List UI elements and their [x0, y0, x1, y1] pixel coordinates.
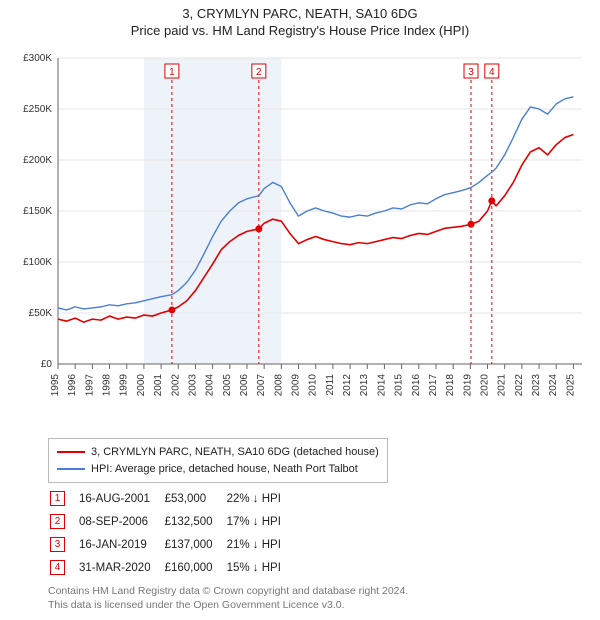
sale-date: 16-AUG-2001: [79, 488, 163, 509]
svg-text:3: 3: [468, 67, 474, 78]
svg-text:1999: 1999: [119, 374, 130, 397]
svg-text:2020: 2020: [480, 374, 491, 397]
sale-marker-box: 3: [50, 537, 65, 552]
svg-text:2025: 2025: [565, 374, 576, 397]
legend-row: 3, CRYMLYN PARC, NEATH, SA10 6DG (detach…: [57, 444, 379, 461]
sale-delta: 17% ↓ HPI: [227, 511, 293, 532]
title-line-2: Price paid vs. HM Land Registry's House …: [0, 23, 600, 38]
legend: 3, CRYMLYN PARC, NEATH, SA10 6DG (detach…: [48, 438, 388, 483]
sale-delta: 22% ↓ HPI: [227, 488, 293, 509]
svg-text:£100K: £100K: [23, 257, 52, 268]
svg-text:2003: 2003: [187, 374, 198, 397]
sale-price: £160,000: [165, 557, 225, 578]
svg-text:£250K: £250K: [23, 104, 52, 115]
sale-delta: 15% ↓ HPI: [227, 557, 293, 578]
svg-text:2: 2: [256, 67, 262, 78]
sale-marker-box: 2: [50, 514, 65, 529]
legend-swatch: [57, 468, 85, 470]
title-block: 3, CRYMLYN PARC, NEATH, SA10 6DG Price p…: [0, 0, 600, 38]
legend-row: HPI: Average price, detached house, Neat…: [57, 461, 379, 478]
sale-date: 08-SEP-2006: [79, 511, 163, 532]
svg-text:1997: 1997: [84, 374, 95, 397]
table-row: 4 31-MAR-2020£160,00015% ↓ HPI: [50, 557, 293, 578]
svg-text:2011: 2011: [325, 374, 336, 396]
chart: £0 £50K £100K £150K £200K £250K £300K 1995 1996 1…: [10, 50, 590, 430]
title-line-1: 3, CRYMLYN PARC, NEATH, SA10 6DG: [0, 6, 600, 21]
svg-text:2015: 2015: [394, 374, 405, 397]
svg-text:2019: 2019: [462, 374, 473, 397]
svg-text:2009: 2009: [291, 374, 302, 397]
legend-swatch: [57, 451, 85, 453]
sale-date: 31-MAR-2020: [79, 557, 163, 578]
svg-text:2013: 2013: [359, 374, 370, 397]
svg-text:2006: 2006: [239, 374, 250, 397]
svg-text:2014: 2014: [376, 374, 387, 397]
svg-text:2016: 2016: [411, 374, 422, 397]
svg-text:1996: 1996: [67, 374, 78, 397]
svg-text:2004: 2004: [205, 374, 216, 397]
svg-text:4: 4: [489, 67, 495, 78]
footer-line-2: This data is licensed under the Open Gov…: [48, 598, 408, 612]
svg-text:2021: 2021: [497, 374, 508, 397]
svg-text:£300K: £300K: [23, 53, 52, 64]
table-row: 2 08-SEP-2006£132,50017% ↓ HPI: [50, 511, 293, 532]
sale-price: £132,500: [165, 511, 225, 532]
sale-marker-box: 4: [50, 560, 65, 575]
svg-text:2000: 2000: [136, 374, 147, 397]
sale-price: £53,000: [165, 488, 225, 509]
svg-text:2001: 2001: [153, 374, 164, 397]
svg-text:2005: 2005: [222, 374, 233, 397]
sale-price: £137,000: [165, 534, 225, 555]
svg-text:1998: 1998: [102, 374, 113, 397]
legend-label: HPI: Average price, detached house, Neat…: [91, 461, 358, 478]
svg-text:£200K: £200K: [23, 155, 52, 166]
sale-marker-box: 1: [50, 491, 65, 506]
legend-label: 3, CRYMLYN PARC, NEATH, SA10 6DG (detach…: [91, 444, 379, 461]
svg-text:2024: 2024: [548, 374, 559, 397]
table-row: 1 16-AUG-2001£53,00022% ↓ HPI: [50, 488, 293, 509]
svg-text:£0: £0: [41, 359, 53, 370]
root: 3, CRYMLYN PARC, NEATH, SA10 6DG Price p…: [0, 0, 600, 620]
sale-date: 16-JAN-2019: [79, 534, 163, 555]
svg-text:2017: 2017: [428, 374, 439, 397]
table-row: 3 16-JAN-2019£137,00021% ↓ HPI: [50, 534, 293, 555]
footer-line-1: Contains HM Land Registry data © Crown c…: [48, 584, 408, 598]
sale-delta: 21% ↓ HPI: [227, 534, 293, 555]
footer: Contains HM Land Registry data © Crown c…: [48, 584, 408, 612]
svg-text:2008: 2008: [273, 374, 284, 397]
svg-text:2018: 2018: [445, 374, 456, 397]
svg-text:2023: 2023: [531, 374, 542, 397]
svg-text:1: 1: [169, 67, 175, 78]
svg-text:2007: 2007: [256, 374, 267, 397]
svg-text:2012: 2012: [342, 374, 353, 397]
sales-table: 1 16-AUG-2001£53,00022% ↓ HPI 2 08-SEP-2006…: [48, 486, 295, 580]
svg-text:£50K: £50K: [29, 308, 53, 319]
chart-svg: £0 £50K £100K £150K £200K £250K £300K 1995 1996 1…: [10, 50, 590, 430]
svg-text:2002: 2002: [170, 374, 181, 397]
svg-text:2022: 2022: [514, 374, 525, 397]
svg-text:1995: 1995: [50, 374, 61, 397]
svg-text:2010: 2010: [308, 374, 319, 397]
svg-text:£150K: £150K: [23, 206, 52, 217]
